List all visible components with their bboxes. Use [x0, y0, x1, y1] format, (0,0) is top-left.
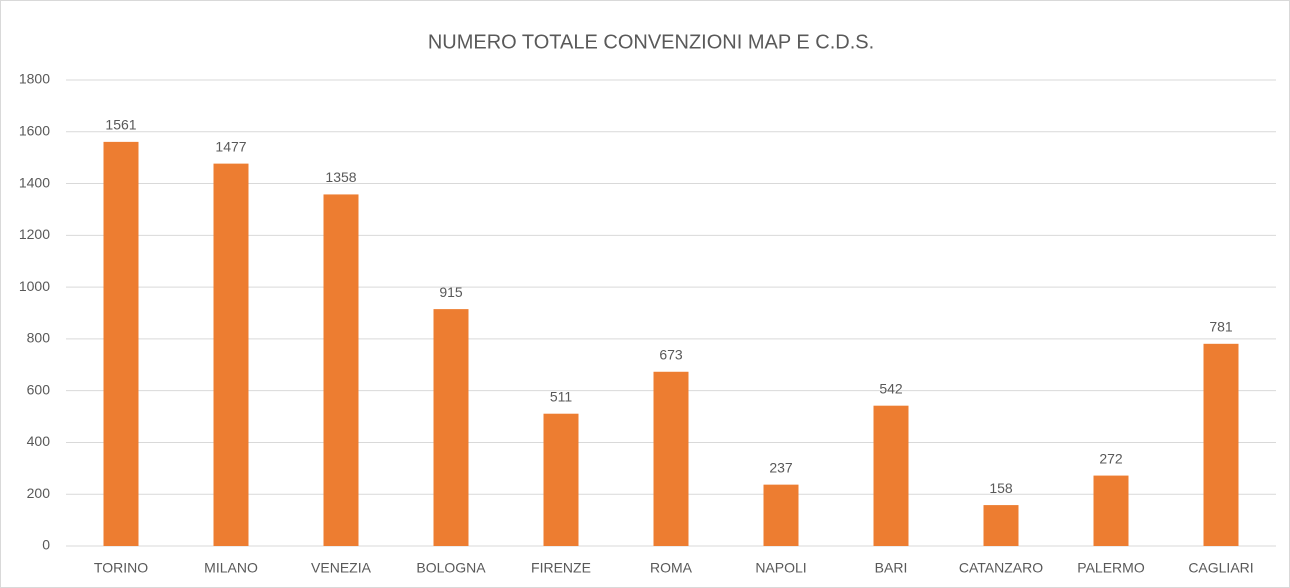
bar	[433, 309, 469, 546]
x-tick-label: VENEZIA	[311, 560, 372, 576]
bar	[1093, 475, 1129, 546]
bar	[323, 194, 359, 546]
y-tick-label: 600	[27, 381, 51, 397]
x-tick-label: FIRENZE	[531, 560, 591, 576]
data-label: 272	[1099, 450, 1123, 466]
y-tick-label: 1200	[19, 226, 50, 242]
data-label: 781	[1209, 319, 1233, 335]
data-label: 915	[439, 284, 463, 300]
data-label: 237	[769, 459, 793, 475]
bar	[213, 163, 249, 547]
x-tick-label: BOLOGNA	[416, 560, 486, 576]
data-label: 542	[879, 380, 903, 396]
y-tick-label: 1800	[19, 71, 50, 87]
x-tick-label: ROMA	[650, 560, 693, 576]
data-label: 1477	[215, 138, 246, 154]
bar	[653, 371, 689, 546]
x-tick-label: CAGLIARI	[1188, 560, 1253, 576]
y-tick-label: 800	[27, 330, 51, 346]
x-tick-label: TORINO	[94, 560, 148, 576]
bar	[543, 413, 579, 546]
data-label: 1561	[105, 117, 136, 133]
data-label: 158	[989, 480, 1013, 496]
bar	[1203, 343, 1239, 546]
x-tick-label: MILANO	[204, 560, 258, 576]
y-tick-label: 1600	[19, 122, 50, 138]
x-tick-label: PALERMO	[1077, 560, 1145, 576]
x-tick-label: CATANZARO	[959, 560, 1043, 576]
bar	[983, 505, 1019, 546]
bar	[103, 141, 139, 546]
data-label: 673	[659, 346, 683, 362]
x-tick-label: NAPOLI	[755, 560, 806, 576]
y-tick-label: 200	[27, 485, 51, 501]
y-tick-label: 1000	[19, 278, 50, 294]
y-tick-label: 1400	[19, 174, 50, 190]
bar	[763, 484, 799, 546]
y-tick-label: 0	[42, 537, 50, 553]
chart-title: NUMERO TOTALE CONVENZIONI MAP E C.D.S.	[428, 31, 874, 53]
bar	[873, 405, 909, 546]
y-tick-label: 400	[27, 433, 51, 449]
x-tick-label: BARI	[875, 560, 908, 576]
data-label: 1358	[325, 169, 356, 185]
data-label: 511	[550, 388, 573, 404]
